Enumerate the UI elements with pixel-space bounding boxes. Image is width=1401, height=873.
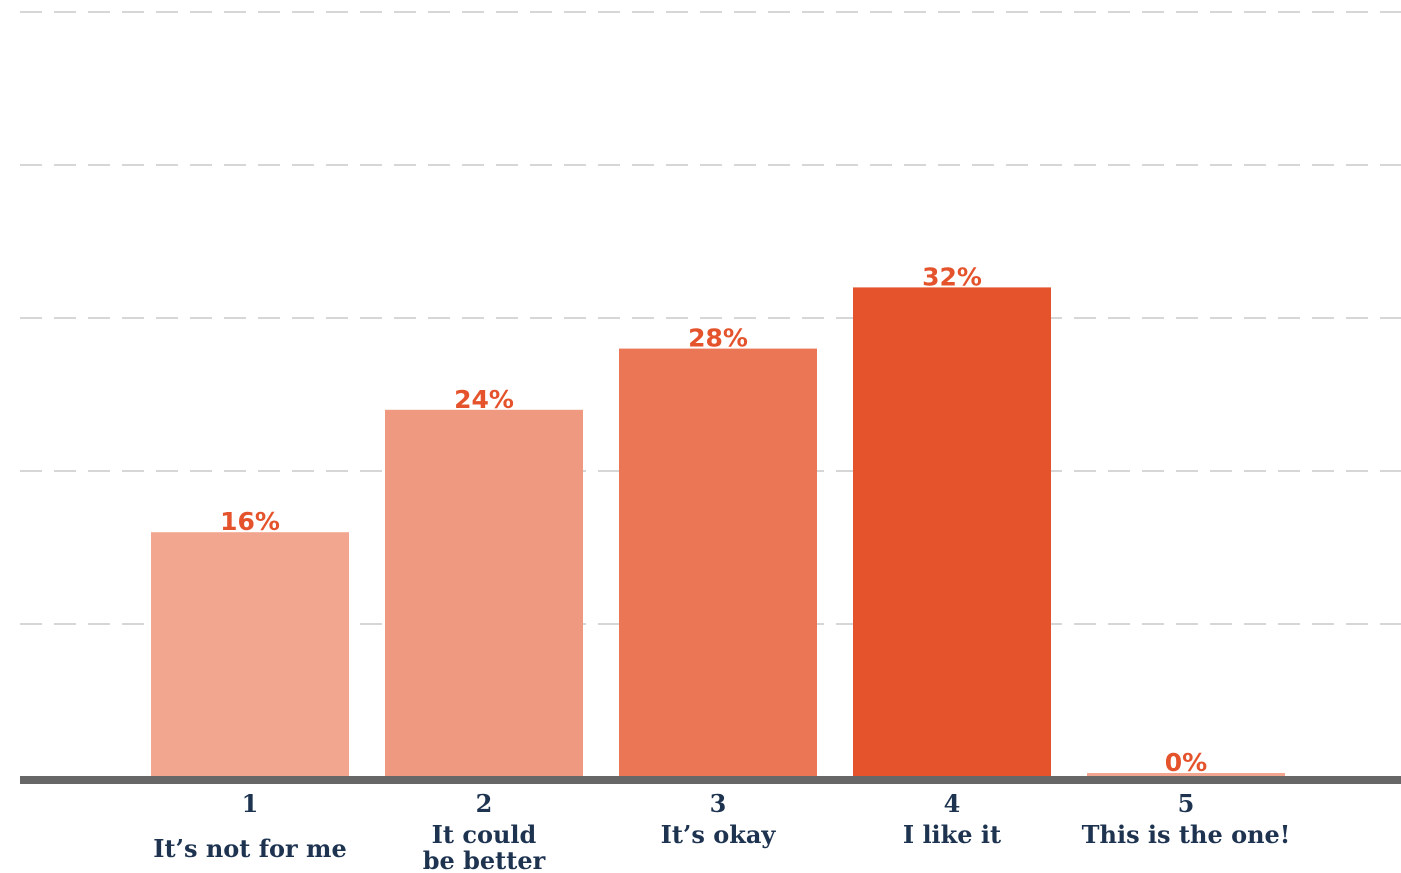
category-number-5: 5: [1178, 789, 1195, 818]
category-number-4: 4: [944, 789, 961, 818]
x-axis-baseline: [20, 776, 1401, 784]
value-label-2: 24%: [454, 385, 514, 414]
category-label-3: It’s okay: [661, 820, 777, 849]
category-label-4: I like it: [903, 820, 1001, 849]
bar-2: [385, 409, 583, 777]
category-label-2-line-1: It could: [432, 820, 537, 849]
category-label-1: It’s not for me: [153, 834, 346, 863]
bar-1: [151, 532, 349, 777]
category-number-1: 1: [242, 789, 259, 818]
bars: [151, 287, 1285, 777]
value-label-5: 0%: [1165, 748, 1207, 777]
bar-5: [1087, 773, 1285, 777]
category-label-2-line-2: be better: [423, 846, 546, 873]
value-label-4: 32%: [922, 262, 982, 291]
category-number-3: 3: [710, 789, 727, 818]
category-number-2: 2: [476, 789, 493, 818]
value-label-3: 28%: [688, 324, 748, 353]
bar-3: [619, 348, 817, 777]
bar-4: [853, 287, 1051, 777]
baseline: [20, 776, 1401, 784]
category-label-5: This is the one!: [1082, 820, 1291, 849]
value-label-1: 16%: [220, 507, 280, 536]
value-labels: 16% 24% 28% 32% 0%: [220, 262, 1207, 777]
